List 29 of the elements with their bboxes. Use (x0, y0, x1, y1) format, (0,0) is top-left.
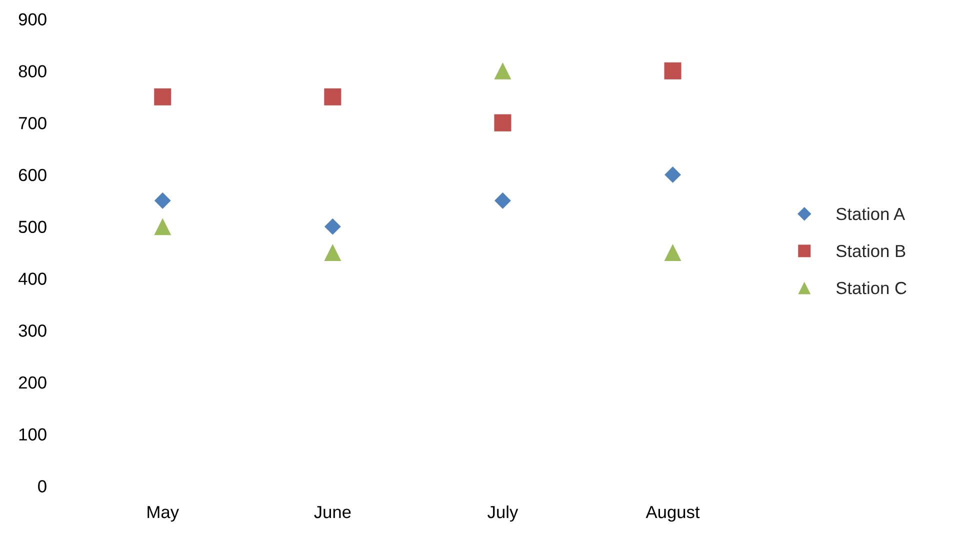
y-tick-label: 700 (18, 116, 46, 130)
point (154, 88, 172, 106)
point (324, 88, 342, 106)
y-tick-label: 0 (38, 480, 46, 492)
point (324, 218, 341, 235)
y-tick-label: 200 (18, 376, 46, 389)
x-tick-label: May (148, 506, 179, 522)
y-tick-label: 800 (18, 65, 46, 78)
point (664, 244, 682, 262)
point (664, 166, 681, 183)
x-tick-label: August (646, 506, 700, 522)
point (324, 244, 342, 262)
point (154, 192, 171, 209)
legend-label: Station C (836, 281, 906, 294)
x-tick-label: July (488, 505, 518, 522)
point (154, 218, 172, 236)
point (664, 62, 682, 80)
y-tick-label: 500 (18, 220, 46, 234)
legend-label: Station B (836, 244, 906, 258)
y-tick-label: 300 (18, 324, 46, 337)
point (494, 192, 511, 209)
x-tick-label: June (314, 506, 351, 518)
point (494, 62, 512, 80)
point (494, 114, 512, 132)
y-tick-label: 100 (19, 428, 46, 441)
y-tick-label: 900 (18, 13, 46, 26)
legend-label: Station A (836, 207, 906, 220)
y-tick-label: 600 (18, 168, 46, 182)
y-tick-label: 400 (18, 272, 46, 285)
